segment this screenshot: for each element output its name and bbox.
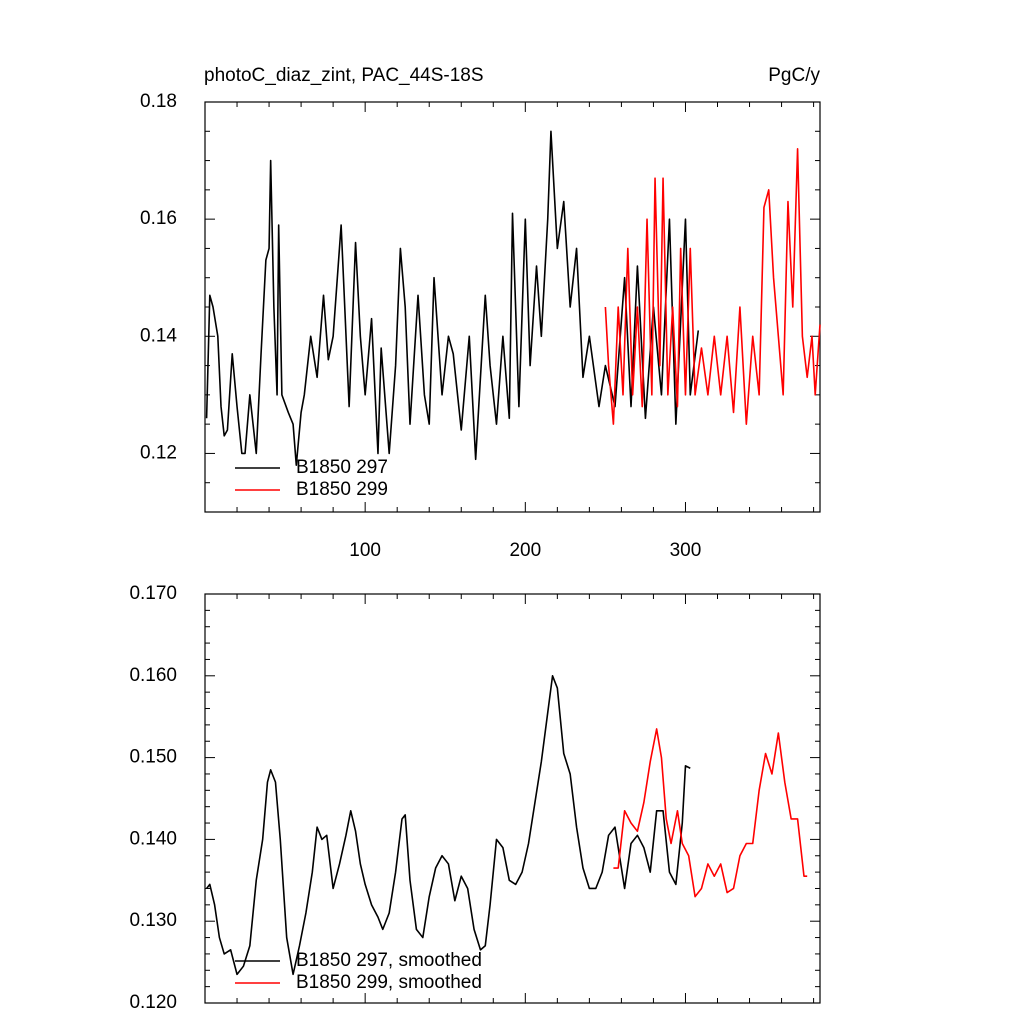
y-tick-label: 0.16 bbox=[140, 208, 177, 229]
legend-label: B1850 297 bbox=[296, 457, 388, 478]
y-tick-label: 0.170 bbox=[129, 583, 177, 604]
y-tick-label: 0.130 bbox=[129, 910, 177, 931]
legend-label: B1850 299 bbox=[296, 479, 388, 500]
x-tick-label: 100 bbox=[349, 540, 381, 561]
series-line bbox=[205, 130, 700, 466]
y-tick-label: 0.160 bbox=[129, 665, 177, 686]
y-tick-label: 0.12 bbox=[140, 442, 177, 463]
x-tick-label: 300 bbox=[670, 540, 702, 561]
plot-frame bbox=[204, 593, 821, 1004]
series-line bbox=[604, 148, 821, 425]
y-tick-label: 0.18 bbox=[140, 91, 177, 112]
legend-label: B1850 299, smoothed bbox=[296, 972, 482, 993]
y-tick-label: 0.150 bbox=[129, 747, 177, 768]
y-tick-label: 0.14 bbox=[140, 325, 177, 346]
chart-title: photoC_diaz_zint, PAC_44S-18S bbox=[204, 65, 484, 86]
x-tick-label: 200 bbox=[509, 540, 541, 561]
legend-label: B1850 297, smoothed bbox=[296, 950, 482, 971]
y-tick-label: 0.120 bbox=[129, 992, 177, 1013]
series-line bbox=[205, 675, 691, 976]
series-line bbox=[613, 728, 808, 898]
units-label: PgC/y bbox=[768, 65, 820, 86]
y-tick-label: 0.140 bbox=[129, 828, 177, 849]
